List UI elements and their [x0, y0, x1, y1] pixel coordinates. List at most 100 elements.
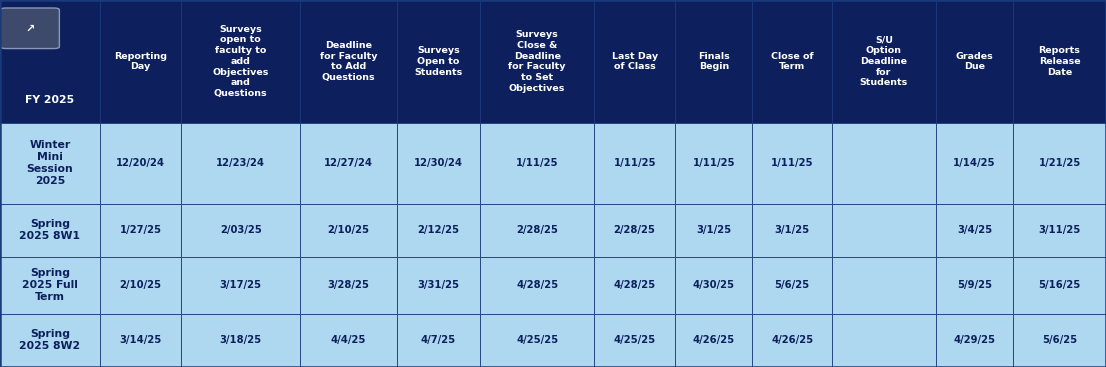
Text: 4/30/25: 4/30/25 [693, 280, 734, 290]
Bar [936, 257, 1013, 314]
Text: Surveys
Open to
Students: Surveys Open to Students [415, 46, 462, 77]
Text: Reports
Release
Date: Reports Release Date [1039, 46, 1081, 77]
Bar [301, 204, 397, 257]
Text: 1/11/25: 1/11/25 [771, 158, 813, 168]
Bar [594, 257, 676, 314]
Bar [0, 314, 100, 367]
Text: 1/11/25: 1/11/25 [614, 158, 656, 168]
Text: 5/9/25: 5/9/25 [957, 280, 992, 290]
Text: 5/6/25: 5/6/25 [1042, 335, 1077, 345]
Bar [301, 314, 397, 367]
Text: 2/10/25: 2/10/25 [119, 280, 161, 290]
Bar [752, 0, 832, 123]
Bar [832, 204, 936, 257]
Bar [0, 0, 100, 123]
Text: 4/4/25: 4/4/25 [331, 335, 366, 345]
FancyBboxPatch shape [0, 8, 60, 48]
Bar [1013, 123, 1106, 204]
Text: Spring
2025 8W1: Spring 2025 8W1 [20, 219, 81, 241]
Text: FY 2025: FY 2025 [25, 95, 74, 105]
Bar [676, 204, 752, 257]
Bar [397, 204, 480, 257]
Bar [181, 314, 301, 367]
Text: 4/26/25: 4/26/25 [692, 335, 735, 345]
Bar [832, 0, 936, 123]
Text: 4/26/25: 4/26/25 [771, 335, 813, 345]
Text: Grades
Due: Grades Due [956, 52, 993, 71]
Text: 1/21/25: 1/21/25 [1039, 158, 1081, 168]
Text: 3/4/25: 3/4/25 [957, 225, 992, 235]
Bar [936, 0, 1013, 123]
Bar [832, 314, 936, 367]
Text: 12/23/24: 12/23/24 [217, 158, 265, 168]
Bar [594, 314, 676, 367]
Text: S/U
Option
Deadline
for
Students: S/U Option Deadline for Students [859, 36, 908, 87]
Text: 2/12/25: 2/12/25 [418, 225, 460, 235]
Text: Surveys
Close &
Deadline
for Faculty
to Set
Objectives: Surveys Close & Deadline for Faculty to … [509, 30, 566, 93]
Text: 12/20/24: 12/20/24 [116, 158, 165, 168]
Text: Spring
2025 8W2: Spring 2025 8W2 [19, 330, 81, 351]
Text: Deadline
for Faculty
to Add
Questions: Deadline for Faculty to Add Questions [320, 41, 377, 82]
Bar [676, 257, 752, 314]
Text: 5/16/25: 5/16/25 [1039, 280, 1081, 290]
Text: 5/6/25: 5/6/25 [774, 280, 810, 290]
Text: 2/28/25: 2/28/25 [517, 225, 559, 235]
Bar [397, 123, 480, 204]
Text: 4/25/25: 4/25/25 [614, 335, 656, 345]
Bar [100, 123, 181, 204]
Bar [100, 314, 181, 367]
Bar [181, 204, 301, 257]
Bar [480, 123, 594, 204]
Text: 4/25/25: 4/25/25 [517, 335, 559, 345]
Bar [480, 314, 594, 367]
Text: ↗: ↗ [25, 23, 34, 33]
Text: 2/28/25: 2/28/25 [614, 225, 656, 235]
Bar [1013, 204, 1106, 257]
Bar [936, 204, 1013, 257]
Text: 2/03/25: 2/03/25 [220, 225, 262, 235]
Bar [480, 0, 594, 123]
Text: Close of
Term: Close of Term [771, 52, 813, 71]
Text: 1/11/25: 1/11/25 [692, 158, 735, 168]
Text: 12/27/24: 12/27/24 [324, 158, 373, 168]
Bar [100, 0, 181, 123]
Bar [676, 314, 752, 367]
Bar [752, 314, 832, 367]
Text: 4/28/25: 4/28/25 [517, 280, 559, 290]
Bar [181, 123, 301, 204]
Text: 3/17/25: 3/17/25 [220, 280, 262, 290]
Text: 4/29/25: 4/29/25 [953, 335, 995, 345]
Bar [936, 123, 1013, 204]
Bar [594, 204, 676, 257]
Bar [480, 204, 594, 257]
Text: Spring
2025 Full
Term: Spring 2025 Full Term [22, 268, 77, 302]
Bar [752, 204, 832, 257]
Bar [301, 257, 397, 314]
Text: 3/1/25: 3/1/25 [697, 225, 731, 235]
Text: 1/14/25: 1/14/25 [953, 158, 995, 168]
Bar [1013, 257, 1106, 314]
Bar [752, 257, 832, 314]
Text: Last Day
of Class: Last Day of Class [612, 52, 658, 71]
Bar [397, 257, 480, 314]
Text: 3/18/25: 3/18/25 [220, 335, 262, 345]
Text: 4/7/25: 4/7/25 [421, 335, 456, 345]
Bar [301, 123, 397, 204]
Text: Winter
Mini
Session
2025: Winter Mini Session 2025 [27, 140, 73, 186]
Bar [676, 123, 752, 204]
Bar [480, 257, 594, 314]
Text: Finals
Begin: Finals Begin [698, 52, 730, 71]
Bar [1013, 314, 1106, 367]
Bar [0, 123, 100, 204]
Text: 3/14/25: 3/14/25 [119, 335, 161, 345]
Text: 3/11/25: 3/11/25 [1039, 225, 1081, 235]
Bar [301, 0, 397, 123]
Bar [676, 0, 752, 123]
Text: Reporting
Day: Reporting Day [114, 52, 167, 71]
Bar [832, 257, 936, 314]
Text: 12/30/24: 12/30/24 [414, 158, 463, 168]
Bar [752, 123, 832, 204]
Text: 3/1/25: 3/1/25 [774, 225, 810, 235]
Bar [181, 257, 301, 314]
Bar [100, 257, 181, 314]
